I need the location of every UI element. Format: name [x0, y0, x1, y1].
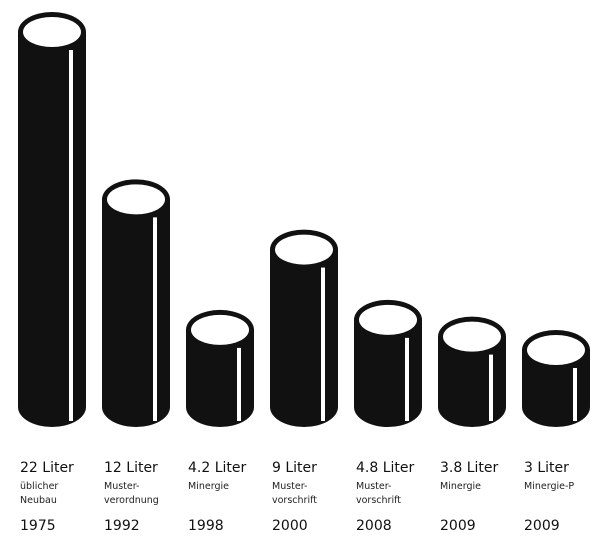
- year-label: 1992: [104, 518, 140, 534]
- cylinder-highlight: [321, 267, 325, 421]
- cylinder-highlight: [573, 368, 577, 421]
- year-label: 2000: [272, 518, 308, 534]
- cylinder-top-face: [275, 234, 333, 265]
- description-label: vorschrift: [356, 495, 401, 506]
- cylinder-highlight: [405, 337, 409, 421]
- value-label: 22 Liter: [20, 460, 74, 476]
- cylinder-top-face: [191, 314, 249, 345]
- description-label: Muster-: [104, 481, 139, 492]
- value-label: 3.8 Liter: [440, 460, 499, 476]
- cylinder-body: [102, 199, 170, 427]
- cylinder-top-face: [443, 321, 501, 352]
- year-label: 1998: [188, 518, 224, 534]
- description-label: Minergie-P: [524, 481, 574, 492]
- year-label: 1975: [20, 518, 56, 534]
- cylinder-top-face: [359, 304, 417, 335]
- cylinder-highlight: [153, 217, 157, 421]
- description-label: Muster-: [272, 481, 307, 492]
- cylinder-highlight: [489, 354, 493, 421]
- description-label: Muster-: [356, 481, 391, 492]
- description-label: verordnung: [104, 495, 159, 506]
- description-label: Minergie: [188, 481, 229, 492]
- description-label: vorschrift: [272, 495, 317, 506]
- year-label: 2009: [524, 518, 560, 534]
- description-label: Neubau: [20, 495, 57, 506]
- description-label: üblicher: [20, 481, 58, 492]
- year-label: 2009: [440, 518, 476, 534]
- cylinder-body: [18, 32, 86, 427]
- cylinder-top-face: [107, 184, 165, 215]
- year-label: 2008: [356, 518, 392, 534]
- value-label: 9 Liter: [272, 460, 317, 476]
- cylinder-top-face: [23, 17, 81, 47]
- cylinder-body: [270, 249, 338, 427]
- value-label: 4.2 Liter: [188, 460, 247, 476]
- cylinder-highlight: [237, 347, 241, 421]
- cylinder-highlight: [69, 50, 73, 421]
- value-label: 4.8 Liter: [356, 460, 415, 476]
- value-label: 12 Liter: [104, 460, 158, 476]
- cylinder-top-face: [527, 335, 585, 365]
- description-label: Minergie: [440, 481, 481, 492]
- value-label: 3 Liter: [524, 460, 569, 476]
